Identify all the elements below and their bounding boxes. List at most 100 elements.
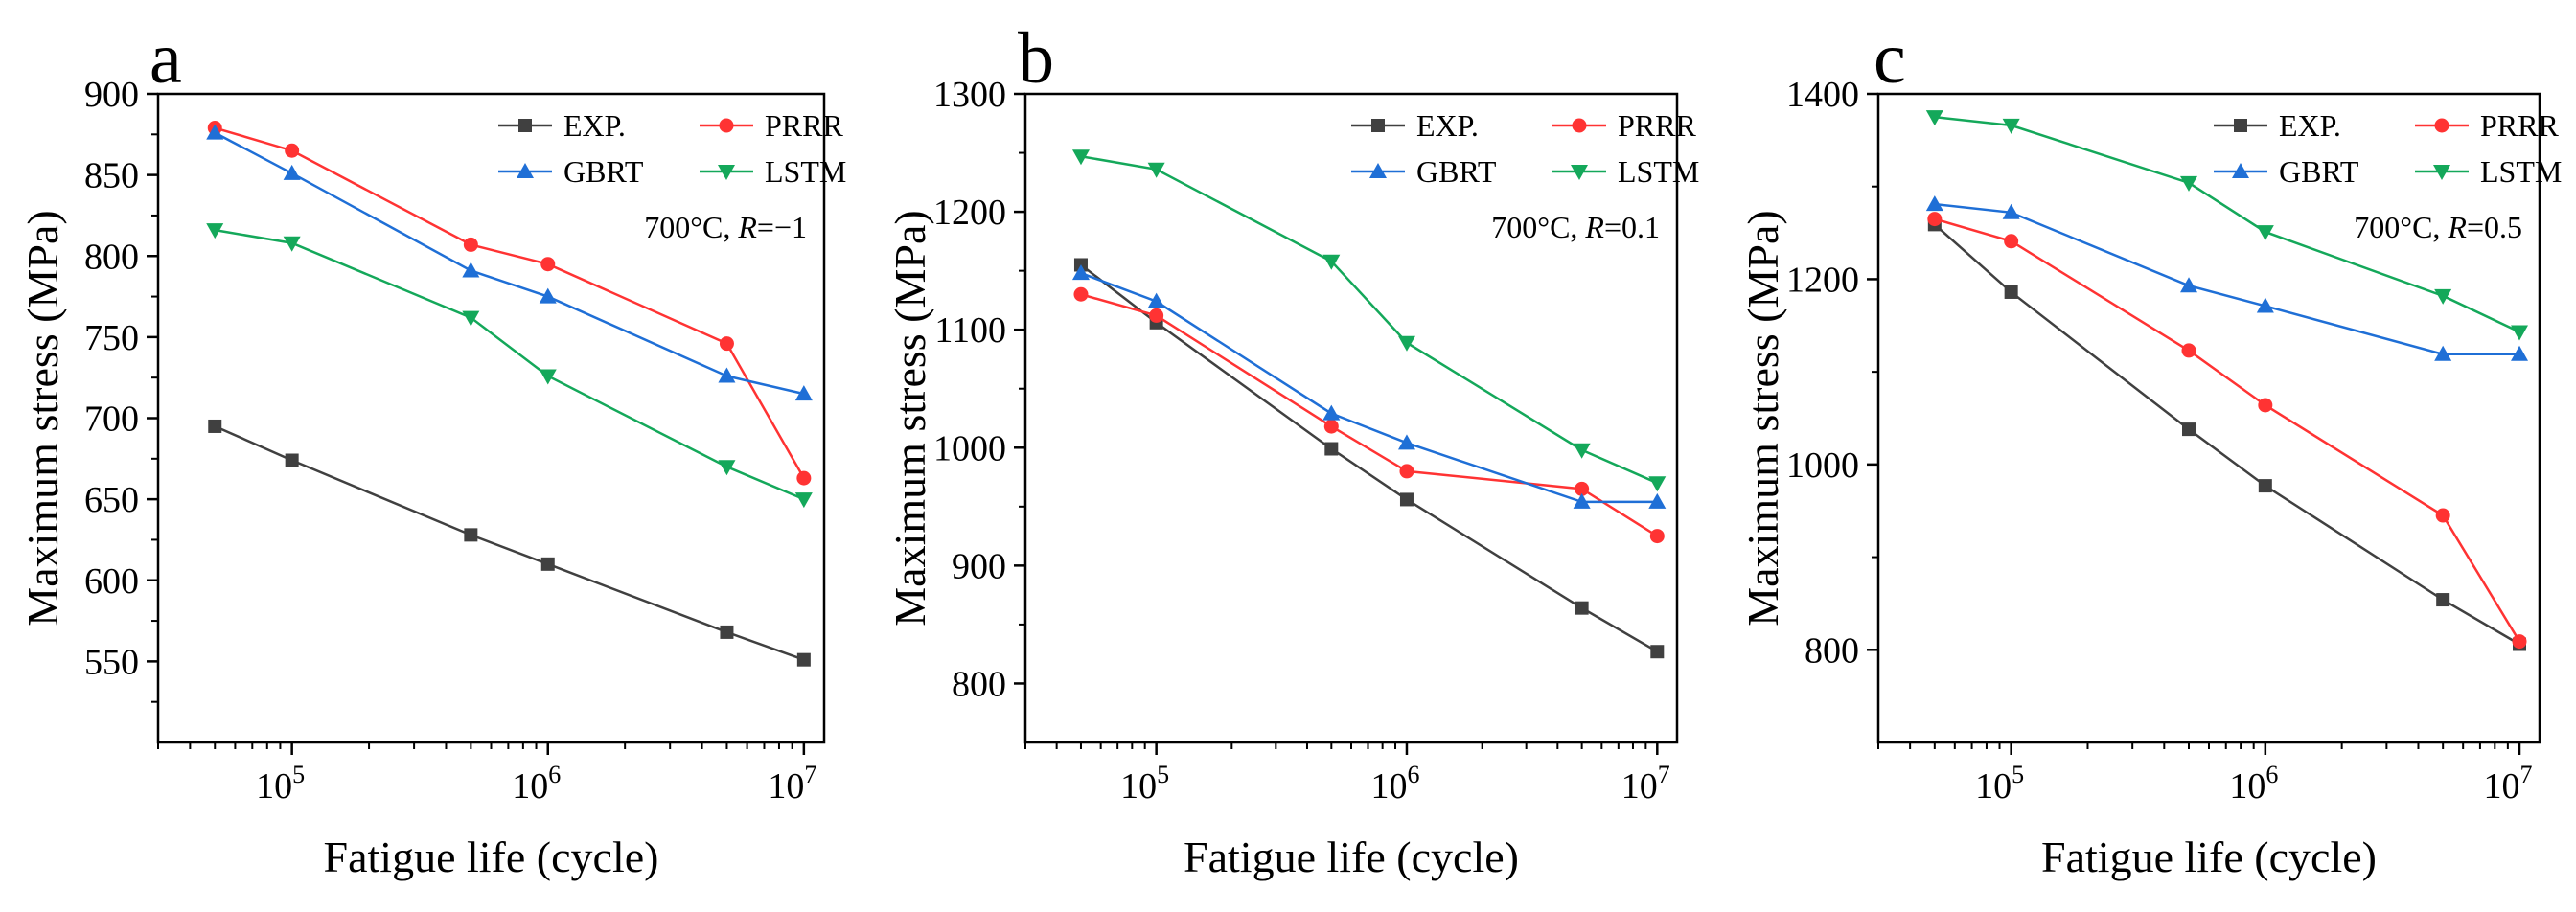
legend-marker bbox=[1371, 119, 1385, 132]
x-tick-label: 107 bbox=[768, 761, 816, 807]
legend: EXP. PRRR GBRT LSTM bbox=[1351, 108, 1699, 189]
data-point bbox=[285, 143, 300, 158]
y-tick-label: 550 bbox=[84, 642, 139, 682]
condition-prefix: 700°C, bbox=[644, 210, 738, 244]
data-point bbox=[2004, 285, 2018, 299]
condition-suffix: =0.5 bbox=[2467, 210, 2522, 244]
y-tick-label: 1100 bbox=[934, 310, 1006, 351]
series-lstm bbox=[1071, 149, 1667, 492]
data-point bbox=[1397, 434, 1415, 450]
legend-label: PRRR bbox=[1618, 108, 1696, 143]
x-tick-exponent: 6 bbox=[548, 761, 561, 788]
series-line bbox=[1080, 271, 1658, 504]
series-exp bbox=[208, 419, 811, 667]
plot-frame bbox=[156, 92, 826, 744]
data-point bbox=[283, 236, 301, 252]
series-gbrt bbox=[1071, 264, 1667, 509]
x-tick-exponent: 7 bbox=[2520, 761, 2533, 788]
y-tick-label: 650 bbox=[84, 480, 139, 520]
legend-label: LSTM bbox=[2480, 154, 2562, 189]
legend-marker bbox=[2434, 118, 2450, 133]
legend-entry: EXP. bbox=[498, 108, 626, 143]
condition-label: 700°C, R=−1 bbox=[644, 210, 807, 244]
data-point bbox=[462, 262, 480, 278]
legend-label: EXP. bbox=[564, 108, 626, 143]
data-point bbox=[1073, 286, 1089, 302]
legend-label: GBRT bbox=[1416, 154, 1497, 189]
series-lstm bbox=[206, 223, 813, 509]
condition-suffix: =−1 bbox=[757, 210, 807, 244]
data-point bbox=[2258, 398, 2273, 413]
y-tick-label: 800 bbox=[84, 237, 139, 277]
data-point bbox=[1397, 335, 1415, 352]
legend-entry: EXP. bbox=[1351, 108, 1479, 143]
y-tick-label: 800 bbox=[1805, 630, 1859, 671]
y-tick-label: 900 bbox=[952, 546, 1006, 586]
y-axis-title: Maximum stress (MPa) bbox=[886, 210, 934, 626]
legend-entry: EXP. bbox=[2214, 108, 2341, 143]
panel-letter: b bbox=[1018, 18, 1054, 99]
legend-label: EXP. bbox=[2279, 108, 2341, 143]
x-tick-exponent: 5 bbox=[1157, 761, 1169, 788]
series-prrr bbox=[1927, 212, 2527, 650]
data-point bbox=[1147, 292, 1165, 308]
series-line bbox=[1934, 223, 2520, 646]
y-tick-label: 850 bbox=[84, 156, 139, 196]
x-axis-title: Fatigue life (cycle) bbox=[2041, 832, 2377, 881]
data-point bbox=[206, 223, 224, 239]
data-point bbox=[1648, 492, 1667, 509]
x-tick-label: 107 bbox=[1622, 761, 1670, 807]
data-point bbox=[1071, 149, 1090, 166]
condition-prefix: 700°C, bbox=[2354, 210, 2448, 244]
data-point bbox=[2180, 175, 2198, 192]
data-point bbox=[463, 237, 478, 252]
x-tick-base: 10 bbox=[2229, 766, 2266, 807]
legend-label: LSTM bbox=[765, 154, 846, 189]
condition-prefix: 700°C, bbox=[1491, 210, 1585, 244]
x-axis-title: Fatigue life (cycle) bbox=[324, 832, 659, 881]
legend: EXP. PRRR GBRT LSTM bbox=[498, 108, 846, 189]
data-point bbox=[718, 460, 736, 476]
x-tick-base: 10 bbox=[1120, 766, 1157, 807]
legend-entry: LSTM bbox=[700, 154, 846, 189]
data-point bbox=[1573, 492, 1591, 509]
x-tick-base: 10 bbox=[2484, 766, 2520, 807]
series-line bbox=[1934, 115, 2520, 333]
data-point bbox=[796, 470, 812, 486]
data-point bbox=[2511, 325, 2529, 341]
y-axis-title: Maximum stress (MPa) bbox=[1738, 210, 1787, 626]
series-gbrt bbox=[1925, 195, 2529, 361]
series-line bbox=[1934, 217, 2521, 643]
x-tick-base: 10 bbox=[1370, 766, 1407, 807]
legend-label: PRRR bbox=[2480, 108, 2559, 143]
legend-label: GBRT bbox=[2279, 154, 2359, 189]
legend-entry: LSTM bbox=[1552, 154, 1699, 189]
legend-label: EXP. bbox=[1416, 108, 1479, 143]
x-tick-exponent: 5 bbox=[2012, 761, 2024, 788]
panel-letter: a bbox=[150, 18, 182, 99]
data-point bbox=[208, 419, 222, 433]
data-point bbox=[1648, 476, 1667, 492]
data-point bbox=[539, 287, 557, 304]
x-tick-label: 105 bbox=[1120, 761, 1169, 807]
data-point bbox=[1322, 404, 1341, 421]
legend-entry: GBRT bbox=[1351, 154, 1497, 189]
data-point bbox=[206, 124, 224, 140]
x-tick-label: 105 bbox=[1975, 761, 2024, 807]
data-point bbox=[794, 492, 813, 509]
x-tick-base: 10 bbox=[512, 766, 548, 807]
series-line bbox=[214, 131, 805, 396]
x-tick-label: 107 bbox=[2484, 761, 2533, 807]
data-point bbox=[2434, 345, 2452, 361]
series-line bbox=[215, 228, 805, 501]
data-point bbox=[2002, 203, 2020, 219]
legend-marker bbox=[2433, 165, 2450, 180]
series-prrr bbox=[1073, 286, 1665, 544]
data-point bbox=[2512, 634, 2527, 650]
data-point bbox=[2002, 118, 2020, 134]
legend-entry: PRRR bbox=[1552, 108, 1696, 143]
condition-label: 700°C, R=0.1 bbox=[1491, 210, 1660, 244]
